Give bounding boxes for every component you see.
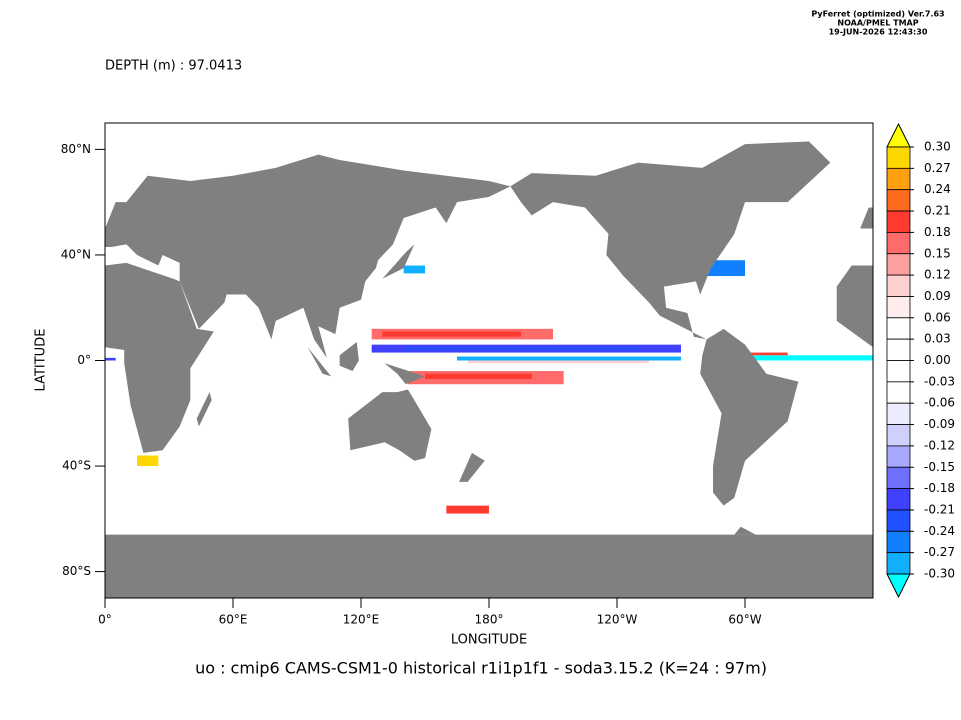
org-label: NOAA/PMEL TMAP <box>837 19 918 28</box>
colorbar-label: -0.09 <box>924 417 955 431</box>
colorbar-bin <box>886 210 911 233</box>
colorbar-label: -0.30 <box>924 567 955 581</box>
y-tick-label: 0° <box>77 353 91 367</box>
colorbar-label: 0.21 <box>924 204 951 218</box>
land <box>105 262 214 453</box>
colorbar-label: 0.03 <box>924 332 951 346</box>
colorbar-bin <box>886 530 911 554</box>
colorbar-bin <box>886 296 911 319</box>
colorbar-label: 0.09 <box>924 289 951 303</box>
colorbar-bin <box>886 488 911 511</box>
y-axis-label: LATITUDE <box>34 329 49 392</box>
colorbar-bin <box>886 466 911 490</box>
land <box>348 389 432 461</box>
colorbar-label: -0.18 <box>924 481 955 495</box>
colorbar-bin <box>886 317 911 340</box>
current-streak <box>403 347 639 350</box>
colorbar-extend-top <box>886 122 911 148</box>
current-streak <box>403 265 425 274</box>
current-streak <box>706 260 745 277</box>
chart-title: uo : cmip6 CAMS-CSM1-0 historical r1i1p1… <box>195 659 767 678</box>
colorbar-bin <box>886 253 911 276</box>
current-streak <box>457 356 681 361</box>
timestamp-label: 19-JUN-2026 12:43:30 <box>829 28 928 37</box>
colorbar-label: -0.12 <box>924 438 955 452</box>
current-streak <box>467 360 649 364</box>
current-streak <box>382 331 521 337</box>
colorbar-label: 0.12 <box>924 268 951 282</box>
land <box>339 342 359 372</box>
colorbar-label: -0.21 <box>924 502 955 516</box>
colorbar-label: 0.24 <box>924 182 951 196</box>
current-streak <box>706 355 873 361</box>
depth-label: DEPTH (m) : 97.0413 <box>105 59 242 74</box>
software-label: PyFerret (optimized) Ver.7.63 <box>811 10 944 19</box>
land <box>196 392 212 427</box>
colorbar-label: 0.18 <box>924 225 951 239</box>
land <box>836 265 873 348</box>
y-tick-label: 80°N <box>61 142 91 156</box>
y-tick-label: 40°S <box>62 459 91 473</box>
colorbar-label: 0.30 <box>924 140 951 154</box>
land <box>384 363 425 385</box>
land <box>459 452 485 482</box>
colorbar-label: 0.27 <box>924 161 951 175</box>
land <box>700 328 799 506</box>
x-tick-label: 120°W <box>597 613 638 627</box>
y-tick-label: 80°S <box>62 564 91 578</box>
land <box>734 526 756 535</box>
land <box>105 534 873 598</box>
colorbar-label: -0.03 <box>924 374 955 388</box>
colorbar-bin <box>886 146 911 169</box>
colorbar-bin <box>886 445 911 468</box>
land <box>105 154 511 358</box>
colorbar-label: 0.06 <box>924 310 951 324</box>
x-axis-label: LONGITUDE <box>451 633 527 648</box>
x-tick-label: 60°W <box>728 613 761 627</box>
colorbar-bin <box>886 509 911 532</box>
colorbar-bin <box>886 360 911 383</box>
colorbar-bin <box>886 167 911 191</box>
colorbar-label: -0.15 <box>924 460 955 474</box>
colorbar-bin <box>886 338 911 361</box>
land <box>860 207 873 229</box>
colorbar-extend-bottom <box>886 573 911 599</box>
colorbar-bin <box>886 274 911 297</box>
land <box>307 347 332 377</box>
x-tick-label: 180° <box>475 613 504 627</box>
plot-area <box>104 122 874 599</box>
colorbar-label: 0.00 <box>924 353 951 367</box>
y-tick-label: 40°N <box>61 247 91 261</box>
x-tick-label: 120°E <box>343 613 380 627</box>
current-streak <box>425 373 532 379</box>
x-tick-label: 0° <box>98 613 112 627</box>
colorbar-bin <box>886 381 911 404</box>
colorbar-label: -0.24 <box>924 524 955 538</box>
current-streak <box>137 455 159 467</box>
colorbar-bin <box>886 552 911 575</box>
colorbar-bin <box>886 189 911 212</box>
land <box>510 141 831 340</box>
colorbar-bin <box>886 424 911 447</box>
colorbar-label: -0.27 <box>924 545 955 559</box>
colorbar-label: 0.15 <box>924 246 951 260</box>
current-streak <box>105 357 116 361</box>
land <box>382 244 415 279</box>
colorbar-bin <box>886 402 911 425</box>
current-streak <box>446 505 489 514</box>
colorbar-label: -0.06 <box>924 396 955 410</box>
x-tick-label: 60°E <box>219 613 248 627</box>
colorbar-bin <box>886 231 911 255</box>
